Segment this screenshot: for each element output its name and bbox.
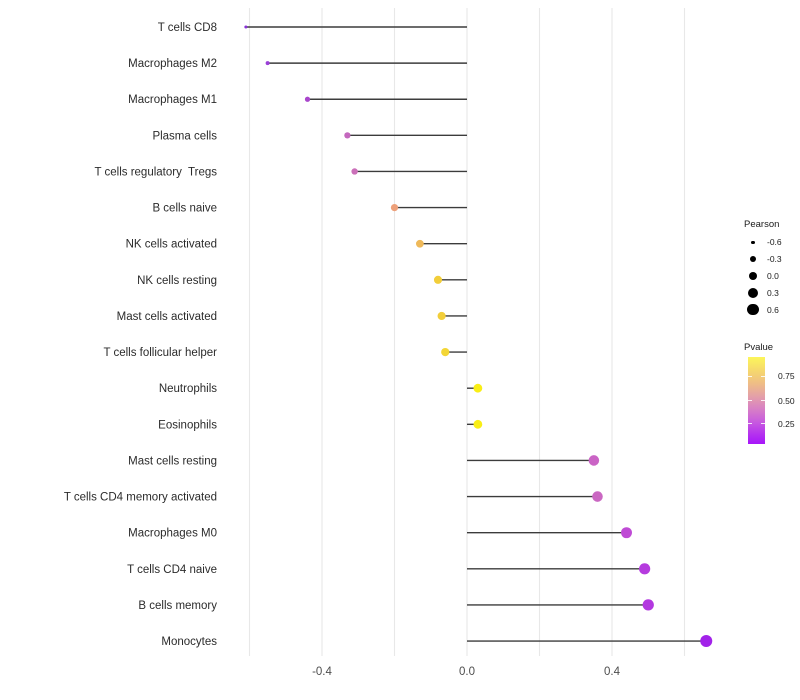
- lollipop-dot: [265, 61, 270, 66]
- x-axis-tick-label: 0.4: [604, 666, 621, 678]
- y-axis-label: Neutrophils: [159, 383, 217, 395]
- pvalue-tick-label: 0.50: [778, 395, 795, 406]
- lollipop-dot: [639, 563, 651, 575]
- y-axis-label: T cells follicular helper: [103, 347, 217, 359]
- lollipop-dot: [592, 491, 603, 502]
- pvalue-gradient-bar: [748, 357, 765, 444]
- y-axis-label: Eosinophils: [158, 419, 217, 431]
- y-axis-label: Macrophages M2: [128, 58, 217, 70]
- pearson-legend-item: 0.0: [744, 268, 800, 285]
- legend-size-dot-icon: [749, 255, 757, 263]
- legend-size-label: -0.3: [767, 254, 782, 265]
- lollipop-dot: [473, 419, 483, 429]
- lollipop-dot: [437, 311, 446, 321]
- y-axis-label: B cells naive: [152, 203, 217, 215]
- legend-size-label: 0.3: [767, 287, 779, 298]
- pearson-legend-item: -0.3: [744, 251, 800, 268]
- lollipop-dot: [473, 383, 483, 393]
- legend-dot-cell: [744, 240, 762, 244]
- pvalue-tick-mark: [761, 400, 765, 401]
- pearson-legend-items: -0.6 -0.3 0.0 0.3 0.6: [744, 234, 800, 318]
- y-axis-label: Mast cells activated: [117, 311, 217, 323]
- lollipop-dot: [415, 239, 424, 248]
- pvalue-tick-mark: [761, 423, 765, 425]
- lollipop-dot: [433, 275, 443, 284]
- lollipop-dot: [344, 132, 351, 139]
- pearson-legend-item: 0.6: [744, 301, 800, 318]
- y-axis-label: T cells regulatory Tregs: [94, 166, 217, 178]
- pearson-size-legend: Pearson -0.6 -0.3 0.0 0.3 0.6: [744, 219, 800, 318]
- legend-size-label: -0.6: [767, 237, 782, 248]
- x-axis-tick-label: -0.4: [312, 666, 332, 678]
- lollipop-dot: [441, 347, 450, 357]
- pvalue-tick-label: 0.25: [778, 418, 795, 429]
- legend-size-dot-icon: [747, 303, 759, 316]
- y-axis-label: Macrophages M0: [128, 528, 217, 540]
- pvalue-tick-mark: [748, 423, 752, 425]
- y-axis-label: T cells CD4 naive: [127, 564, 217, 576]
- y-axis-label: Monocytes: [161, 636, 217, 648]
- legend-dot-cell: [744, 303, 762, 316]
- x-axis-tick-label: 0.0: [459, 666, 475, 678]
- lollipop-dot: [642, 599, 654, 611]
- legend-dot-cell: [744, 287, 762, 298]
- y-axis-label: T cells CD4 memory activated: [64, 492, 217, 504]
- pvalue-tick-mark: [748, 400, 752, 401]
- legend-size-dot-icon: [751, 240, 755, 244]
- pvalue-tick-mark: [761, 375, 765, 377]
- lollipop-dot: [351, 168, 358, 175]
- pearson-legend-title: Pearson: [744, 219, 780, 230]
- y-axis-label: T cells CD8: [158, 22, 217, 34]
- legend-size-label: 0.6: [767, 304, 779, 315]
- lollipop-dot: [700, 635, 713, 648]
- pearson-legend-item: 0.3: [744, 284, 800, 301]
- y-axis-label: Mast cells resting: [128, 455, 217, 467]
- legend-size-dot-icon: [748, 271, 758, 281]
- lollipop-dot: [390, 203, 399, 212]
- legend-size-dot-icon: [747, 287, 759, 298]
- y-axis-label: Macrophages M1: [128, 94, 217, 106]
- y-axis-label: Plasma cells: [152, 130, 217, 142]
- legend-dot-cell: [744, 255, 762, 263]
- pvalue-tick-mark: [748, 375, 752, 377]
- lollipop-dot: [244, 25, 248, 29]
- y-axis-label: NK cells activated: [126, 239, 217, 251]
- lollipop-dot: [304, 96, 311, 102]
- lollipop-dot: [621, 527, 632, 539]
- lollipop-dot: [588, 455, 600, 466]
- legend-dot-cell: [744, 271, 762, 281]
- y-axis-label: NK cells resting: [137, 275, 217, 287]
- legend-size-label: 0.0: [767, 270, 779, 281]
- pvalue-legend-title: Pvalue: [744, 342, 774, 353]
- y-axis-label: B cells memory: [138, 600, 217, 612]
- pvalue-tick-label: 0.75: [778, 371, 795, 382]
- pvalue-color-legend: Pvalue 0.75 0.50 0.25: [744, 342, 800, 444]
- pearson-legend-item: -0.6: [744, 234, 800, 251]
